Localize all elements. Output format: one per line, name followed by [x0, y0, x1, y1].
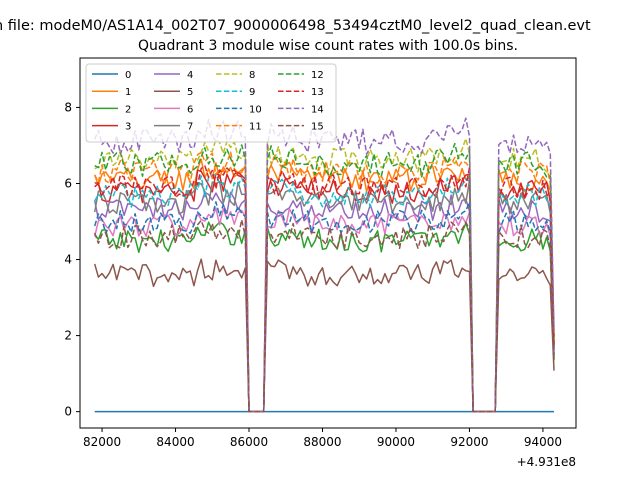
legend-label-0: 0 — [125, 70, 131, 81]
x-tick-label: 94000 — [524, 435, 562, 449]
y-tick-label: 0 — [64, 405, 72, 419]
legend-label-15: 15 — [311, 122, 324, 133]
plot-area-frame — [79, 57, 577, 429]
x-axis-offset-label: +4.931e8 — [517, 455, 576, 469]
x-tick-label: 84000 — [156, 435, 194, 449]
legend-label-12: 12 — [311, 70, 324, 81]
legend-label-11: 11 — [249, 122, 262, 133]
legend-label-5: 5 — [187, 87, 193, 98]
legend-label-3: 3 — [125, 122, 131, 133]
series-line-12 — [94, 142, 555, 413]
x-tick-label: 88000 — [303, 435, 341, 449]
y-axis: 0 2 4 6 8 — [64, 100, 80, 419]
y-tick-label: 8 — [64, 100, 72, 114]
legend-label-6: 6 — [187, 104, 193, 115]
x-axis: 82000 84000 86000 88000 90000 92000 94000 — [83, 428, 562, 449]
y-tick-label: 6 — [64, 176, 72, 190]
y-tick-label: 4 — [64, 253, 72, 267]
x-tick-label: 82000 — [83, 435, 121, 449]
legend-label-2: 2 — [125, 104, 131, 115]
legend-label-8: 8 — [249, 70, 255, 81]
legend-label-13: 13 — [311, 87, 324, 98]
legend-label-1: 1 — [125, 87, 131, 98]
series-layer — [93, 117, 555, 413]
series-line-15 — [93, 219, 555, 413]
legend-label-9: 9 — [249, 87, 255, 98]
legend-label-10: 10 — [249, 104, 262, 115]
y-tick-label: 2 — [64, 329, 72, 343]
legend-frame — [85, 63, 337, 143]
legend-label-4: 4 — [187, 70, 193, 81]
figure-suptitle: n file: modeM0/AS1A14_002T07_9000006498_… — [0, 18, 591, 34]
x-tick-label: 86000 — [230, 435, 268, 449]
x-tick-label: 90000 — [377, 435, 415, 449]
chart-title: Quadrant 3 module wise count rates with … — [138, 38, 518, 54]
legend-label-14: 14 — [311, 104, 324, 115]
x-tick-label: 92000 — [450, 435, 488, 449]
legend-label-7: 7 — [187, 122, 193, 133]
